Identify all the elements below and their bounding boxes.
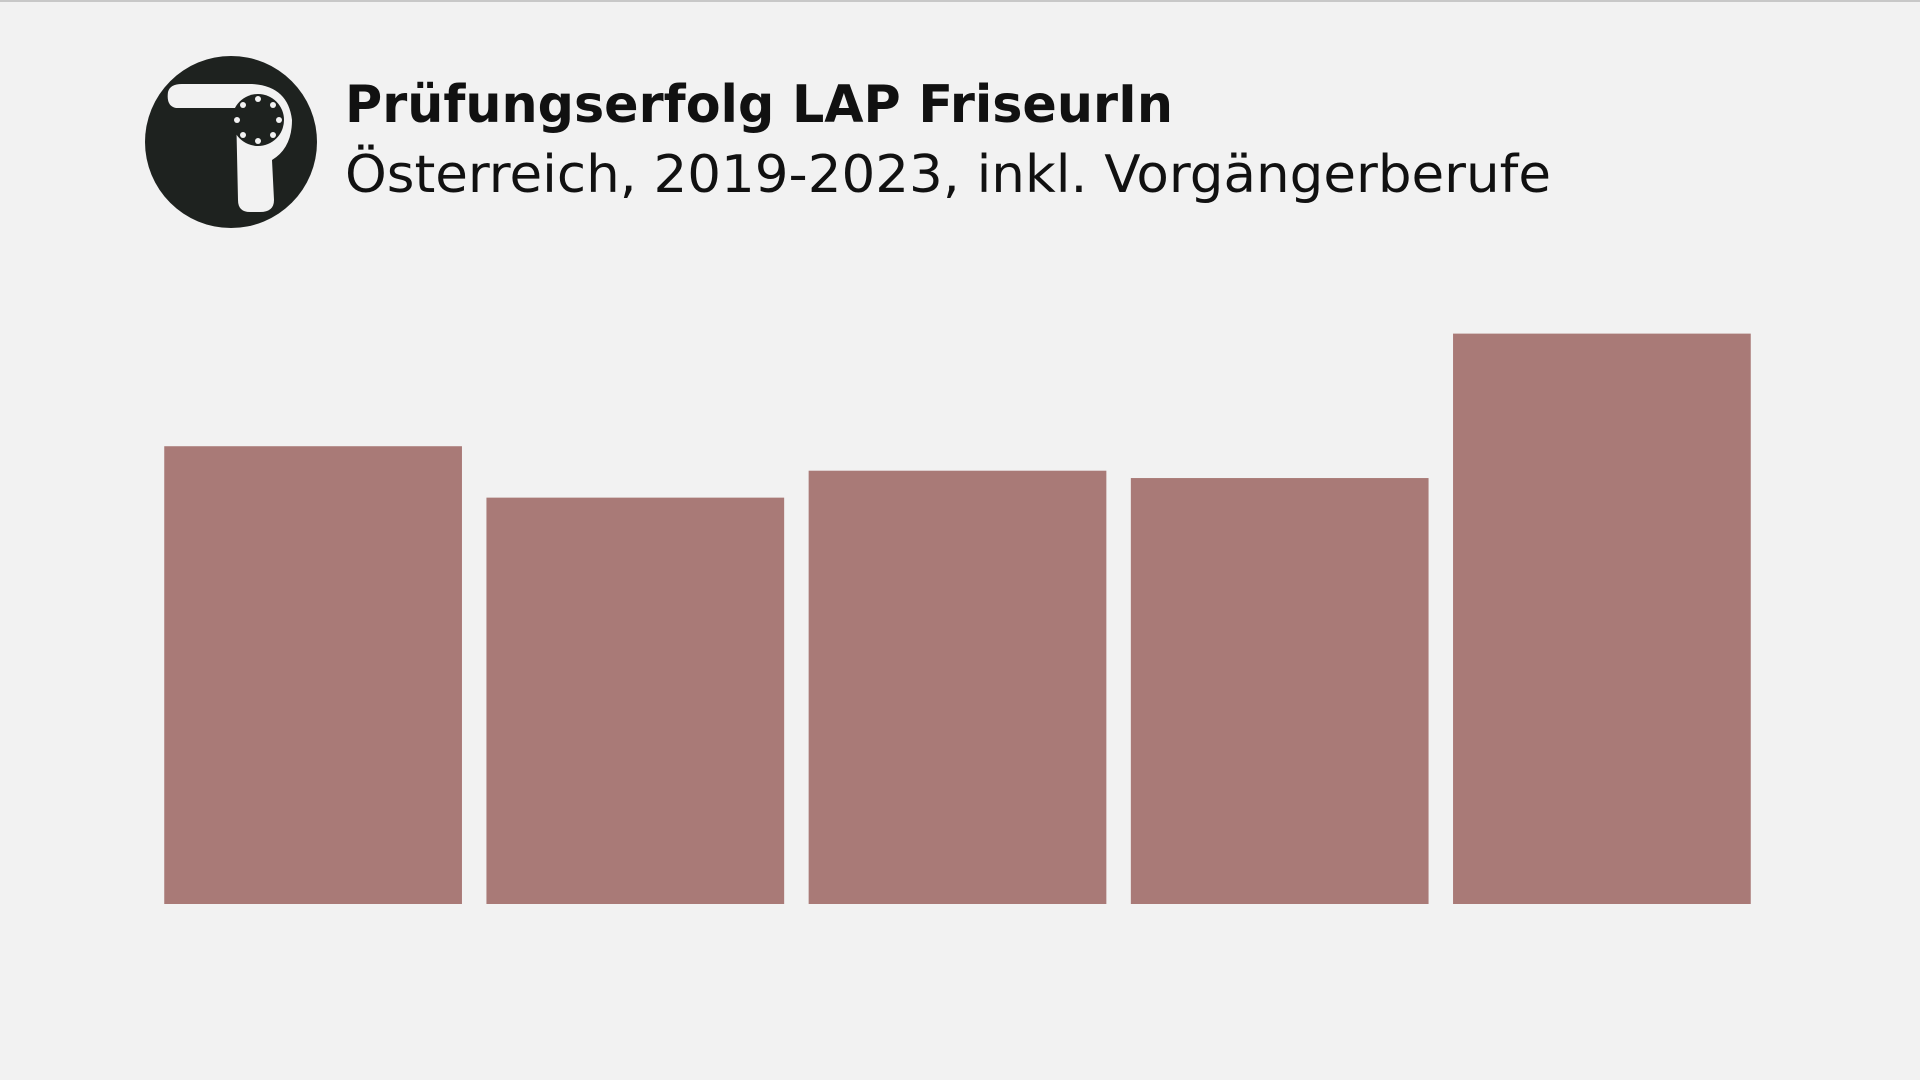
bar [164,446,462,904]
bar [1130,478,1429,904]
bar [486,497,785,904]
chart-title: Prüfungserfolg LAP FriseurIn [345,75,1173,135]
bar [1453,333,1751,905]
chart-subtitle: Österreich, 2019-2023, inkl. Vorgängerbe… [345,144,1551,205]
bar [808,470,1107,904]
top-border [0,0,1920,2]
hair-dryer-icon [145,56,317,228]
